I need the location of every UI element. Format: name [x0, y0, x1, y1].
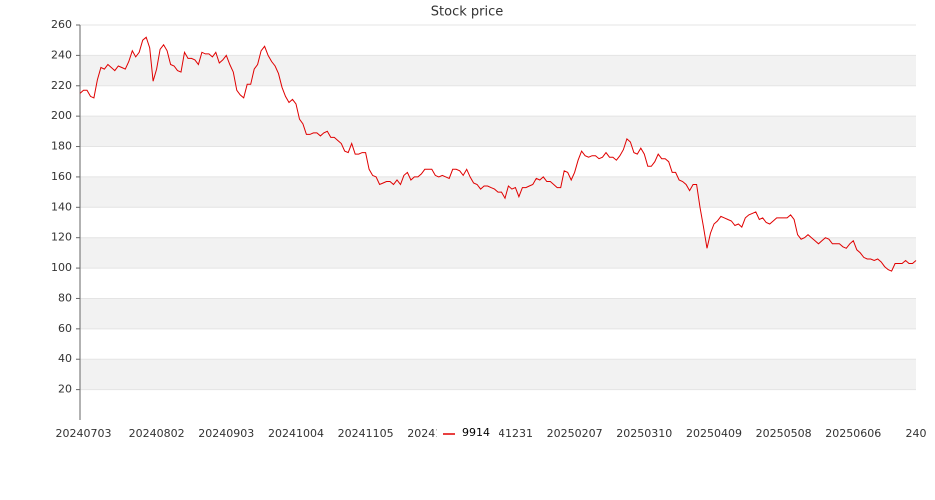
y-tick-label: 180: [51, 140, 72, 153]
y-tick-label: 260: [51, 18, 72, 31]
y-tick-label: 160: [51, 170, 72, 183]
y-tick-label: 20: [58, 383, 72, 396]
y-tick-label: 120: [51, 231, 72, 244]
y-tick-label: 40: [58, 352, 72, 365]
x-tick-label: 240: [906, 427, 927, 440]
x-tick-label: 20241004: [268, 427, 324, 440]
legend-box: [437, 425, 499, 442]
x-tick-label: 20250606: [825, 427, 881, 440]
x-tick-label: 20241105: [338, 427, 394, 440]
legend-label: 9914: [462, 426, 490, 439]
grid-band: [80, 116, 916, 147]
x-tick-label: 20250310: [616, 427, 672, 440]
y-tick-label: 140: [51, 200, 72, 213]
grid-band: [80, 359, 916, 390]
x-tick-label: 20240802: [129, 427, 185, 440]
series-line: [79, 36, 917, 272]
y-tick-label: 80: [58, 291, 72, 304]
x-tick-label: 20240903: [198, 427, 254, 440]
grid-band: [80, 237, 916, 269]
grid-band: [80, 55, 916, 86]
y-tick-label: 220: [51, 79, 72, 92]
x-tick-label: 20250409: [686, 427, 742, 440]
y-tick-label: 200: [51, 109, 72, 122]
x-tick-label: 20240703: [55, 427, 111, 440]
y-tick-label: 60: [58, 322, 72, 335]
x-tick-label: 20250207: [547, 427, 603, 440]
grid-band: [80, 298, 916, 329]
x-tick-label: 20250508: [756, 427, 812, 440]
y-tick-label: 240: [51, 48, 72, 61]
chart-title: Stock price: [431, 5, 503, 20]
y-tick-label: 100: [51, 261, 72, 274]
